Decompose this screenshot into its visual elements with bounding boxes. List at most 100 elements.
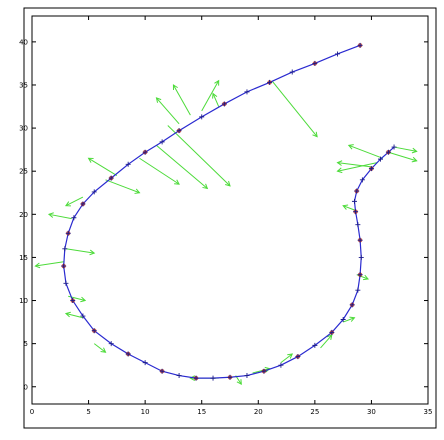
plus-marker — [391, 144, 397, 150]
velocity-arrow — [105, 179, 140, 194]
plus-marker — [227, 374, 233, 380]
plus-marker — [80, 201, 86, 207]
arrow-head — [411, 147, 418, 154]
y-axis: 0 5 10 15 20 25 30 35 40 — [19, 38, 428, 391]
plus-marker — [91, 328, 97, 334]
plus-marker — [354, 188, 360, 194]
arrow-head — [87, 157, 94, 163]
trajectory-line — [63, 44, 395, 379]
series-layer — [61, 42, 397, 381]
plus-marker — [65, 230, 71, 236]
plus-marker — [159, 139, 165, 145]
plus-marker — [62, 246, 68, 252]
velocity-arrow — [320, 334, 333, 349]
arrow-head — [312, 131, 318, 138]
velocity-arrow — [348, 144, 383, 159]
velocity-arrow — [167, 125, 231, 187]
plus-marker — [221, 101, 227, 107]
y-tick-label: 0 — [24, 383, 28, 391]
arrow-head — [342, 204, 349, 210]
velocity-arrow — [35, 261, 64, 267]
plus-marker — [368, 166, 374, 172]
plot-area — [31, 15, 429, 405]
plus-marker — [349, 302, 355, 308]
velocity-arrow — [48, 213, 72, 220]
velocity-arrow — [156, 97, 180, 125]
plus-marker — [244, 373, 250, 379]
velocity-arrow — [337, 162, 378, 172]
plus-marker — [353, 209, 359, 215]
velocity-arrow — [342, 205, 355, 211]
velocity-arrow — [280, 353, 293, 364]
x-tick-label: 10 — [141, 408, 150, 416]
arrow-head — [174, 179, 180, 185]
x-tick-label: 5 — [86, 408, 90, 416]
velocity-arrow — [388, 151, 417, 162]
x-axis: 0 5 10 15 20 25 30 35 — [30, 16, 433, 416]
arrow-head — [225, 180, 231, 187]
plus-marker — [289, 69, 295, 75]
plus-marker — [340, 317, 346, 323]
plus-marker — [108, 175, 114, 181]
plus-marker — [63, 280, 69, 286]
velocity-arrow — [93, 343, 106, 353]
plus-marker — [176, 128, 182, 134]
velocity-arrow — [212, 93, 220, 107]
arrow-head — [411, 156, 418, 163]
y-tick-label: 25 — [19, 168, 28, 176]
plus-marker — [355, 222, 361, 228]
arrow-head — [64, 311, 71, 318]
figure-border — [23, 7, 437, 429]
plus-marker — [357, 42, 363, 48]
plus-marker — [70, 298, 76, 304]
arrow-head — [34, 262, 41, 269]
arrow-head — [155, 97, 162, 103]
plus-marker — [358, 254, 364, 260]
plus-marker — [278, 362, 284, 368]
plus-marker — [71, 215, 77, 221]
arrow-head — [202, 183, 209, 190]
plus-marker — [142, 360, 148, 366]
plus-marker — [385, 149, 391, 155]
y-tick-label: 10 — [19, 297, 28, 305]
plus-marker — [295, 354, 301, 360]
plus-marker — [125, 351, 131, 357]
plus-marker — [142, 149, 148, 155]
arrow-head — [65, 201, 71, 207]
plus-marker — [210, 375, 216, 381]
plus-marker — [125, 161, 131, 167]
velocity-arrow — [271, 80, 318, 138]
arrow-head — [89, 249, 96, 256]
y-tick-label: 20 — [19, 211, 28, 219]
velocity-arrow — [88, 157, 118, 176]
arrow-head — [236, 379, 242, 386]
plus-marker — [261, 368, 267, 374]
plus-marker — [312, 60, 318, 66]
axes-box — [31, 15, 429, 405]
x-tick-label: 25 — [310, 408, 319, 416]
plus-marker — [176, 373, 182, 379]
y-tick-label: 30 — [19, 125, 28, 133]
plus-marker — [267, 79, 273, 85]
y-tick-label: 35 — [19, 81, 28, 89]
plus-marker — [91, 189, 97, 195]
plus-marker — [159, 368, 165, 374]
x-tick-label: 0 — [30, 408, 34, 416]
arrow-head — [336, 160, 343, 166]
arrow-layer — [34, 79, 418, 386]
velocity-arrow — [139, 157, 180, 185]
velocity-arrow — [337, 162, 372, 168]
plus-marker — [199, 114, 205, 120]
x-tick-label: 35 — [424, 408, 433, 416]
plus-marker — [359, 177, 365, 183]
arrow-head — [189, 375, 196, 381]
y-tick-label: 40 — [19, 38, 28, 46]
arrow-head — [212, 92, 218, 99]
velocity-arrow — [393, 146, 417, 152]
x-tick-label: 20 — [254, 408, 263, 416]
plus-marker — [80, 313, 86, 319]
plus-marker — [355, 287, 361, 293]
arrow-head — [347, 144, 354, 150]
